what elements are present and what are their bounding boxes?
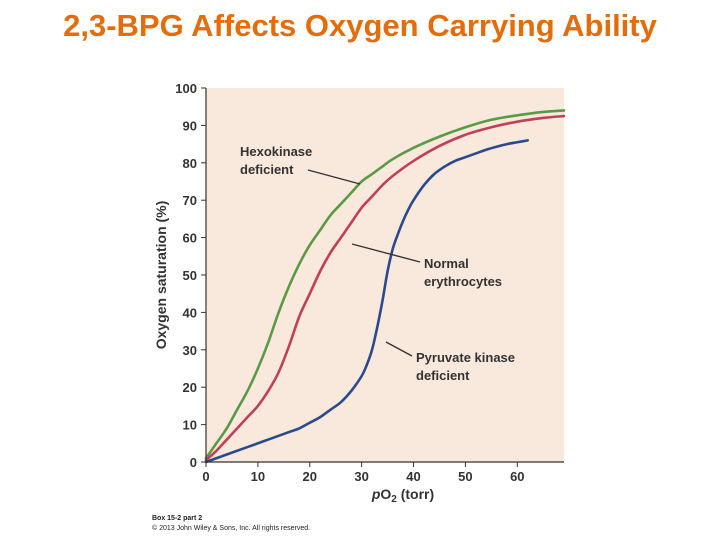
annotation-hexokinase-line1: Hexokinase (240, 144, 312, 159)
copyright-notice: © 2013 John Wiley & Sons, Inc. All right… (152, 525, 311, 532)
y-tick-label: 40 (183, 305, 197, 320)
x-tick-label: 20 (303, 469, 317, 484)
y-tick-label: 50 (183, 268, 197, 283)
plot-background (206, 88, 564, 462)
series-layer (204, 109, 566, 464)
y-tick-label: 10 (183, 418, 197, 433)
annotation-pyruvate-kinase: Pyruvate kinase deficient (416, 350, 519, 383)
x-axis-label: pO2 (torr) (371, 486, 434, 505)
annotation-hexokinase: Hexokinase deficient (240, 144, 316, 177)
y-tick-label: 90 (183, 118, 197, 133)
annotation-pyruvate-line2: deficient (416, 368, 470, 383)
x-axis-label-p: p (371, 486, 381, 502)
annotation-normal-line2: erythrocytes (424, 274, 502, 289)
x-tick-label: 10 (251, 469, 265, 484)
series-line-normal-erythrocytes (204, 114, 566, 462)
figure-credit-box: Box 15-2 part 2 (152, 515, 203, 522)
x-tick-label: 30 (354, 469, 368, 484)
y-tick-label: 30 (183, 343, 197, 358)
y-tick-label: 20 (183, 380, 197, 395)
leader-hexokinase (307, 169, 361, 185)
series-line-pyruvate-kinase-deficient (204, 139, 529, 464)
annotation-leaders (307, 169, 421, 357)
leader-pyruvate-kinase (385, 341, 413, 357)
annotation-normal-line1: Normal (424, 256, 469, 271)
x-ticks: 0 10 20 30 40 50 60 (202, 462, 525, 484)
y-tick-label: 0 (190, 455, 197, 470)
x-tick-label: 50 (458, 469, 472, 484)
y-tick-label: 80 (183, 156, 197, 171)
x-tick-label: 60 (510, 469, 524, 484)
slide-title: 2,3-BPG Affects Oxygen Carrying Ability (63, 8, 657, 43)
x-tick-label: 0 (202, 469, 209, 484)
series-line-hexokinase-deficient (204, 109, 566, 460)
annotation-pyruvate-line1: Pyruvate kinase (416, 350, 515, 365)
annotation-normal: Normal erythrocytes (424, 256, 502, 289)
leader-normal (351, 243, 421, 263)
x-axis-label-subscript: 2 (391, 494, 397, 505)
y-ticks: 0 10 20 30 40 50 60 70 80 90 100 (175, 81, 206, 470)
y-tick-label: 60 (183, 231, 197, 246)
annotation-hexokinase-line2: deficient (240, 162, 294, 177)
x-axis-label-unit: (torr) (397, 486, 434, 502)
x-axis-label-o: O (380, 486, 391, 502)
x-tick-label: 40 (406, 469, 420, 484)
y-tick-label: 70 (183, 193, 197, 208)
y-tick-label: 100 (175, 81, 197, 96)
y-axis-label: Oxygen saturation (%) (153, 201, 169, 350)
